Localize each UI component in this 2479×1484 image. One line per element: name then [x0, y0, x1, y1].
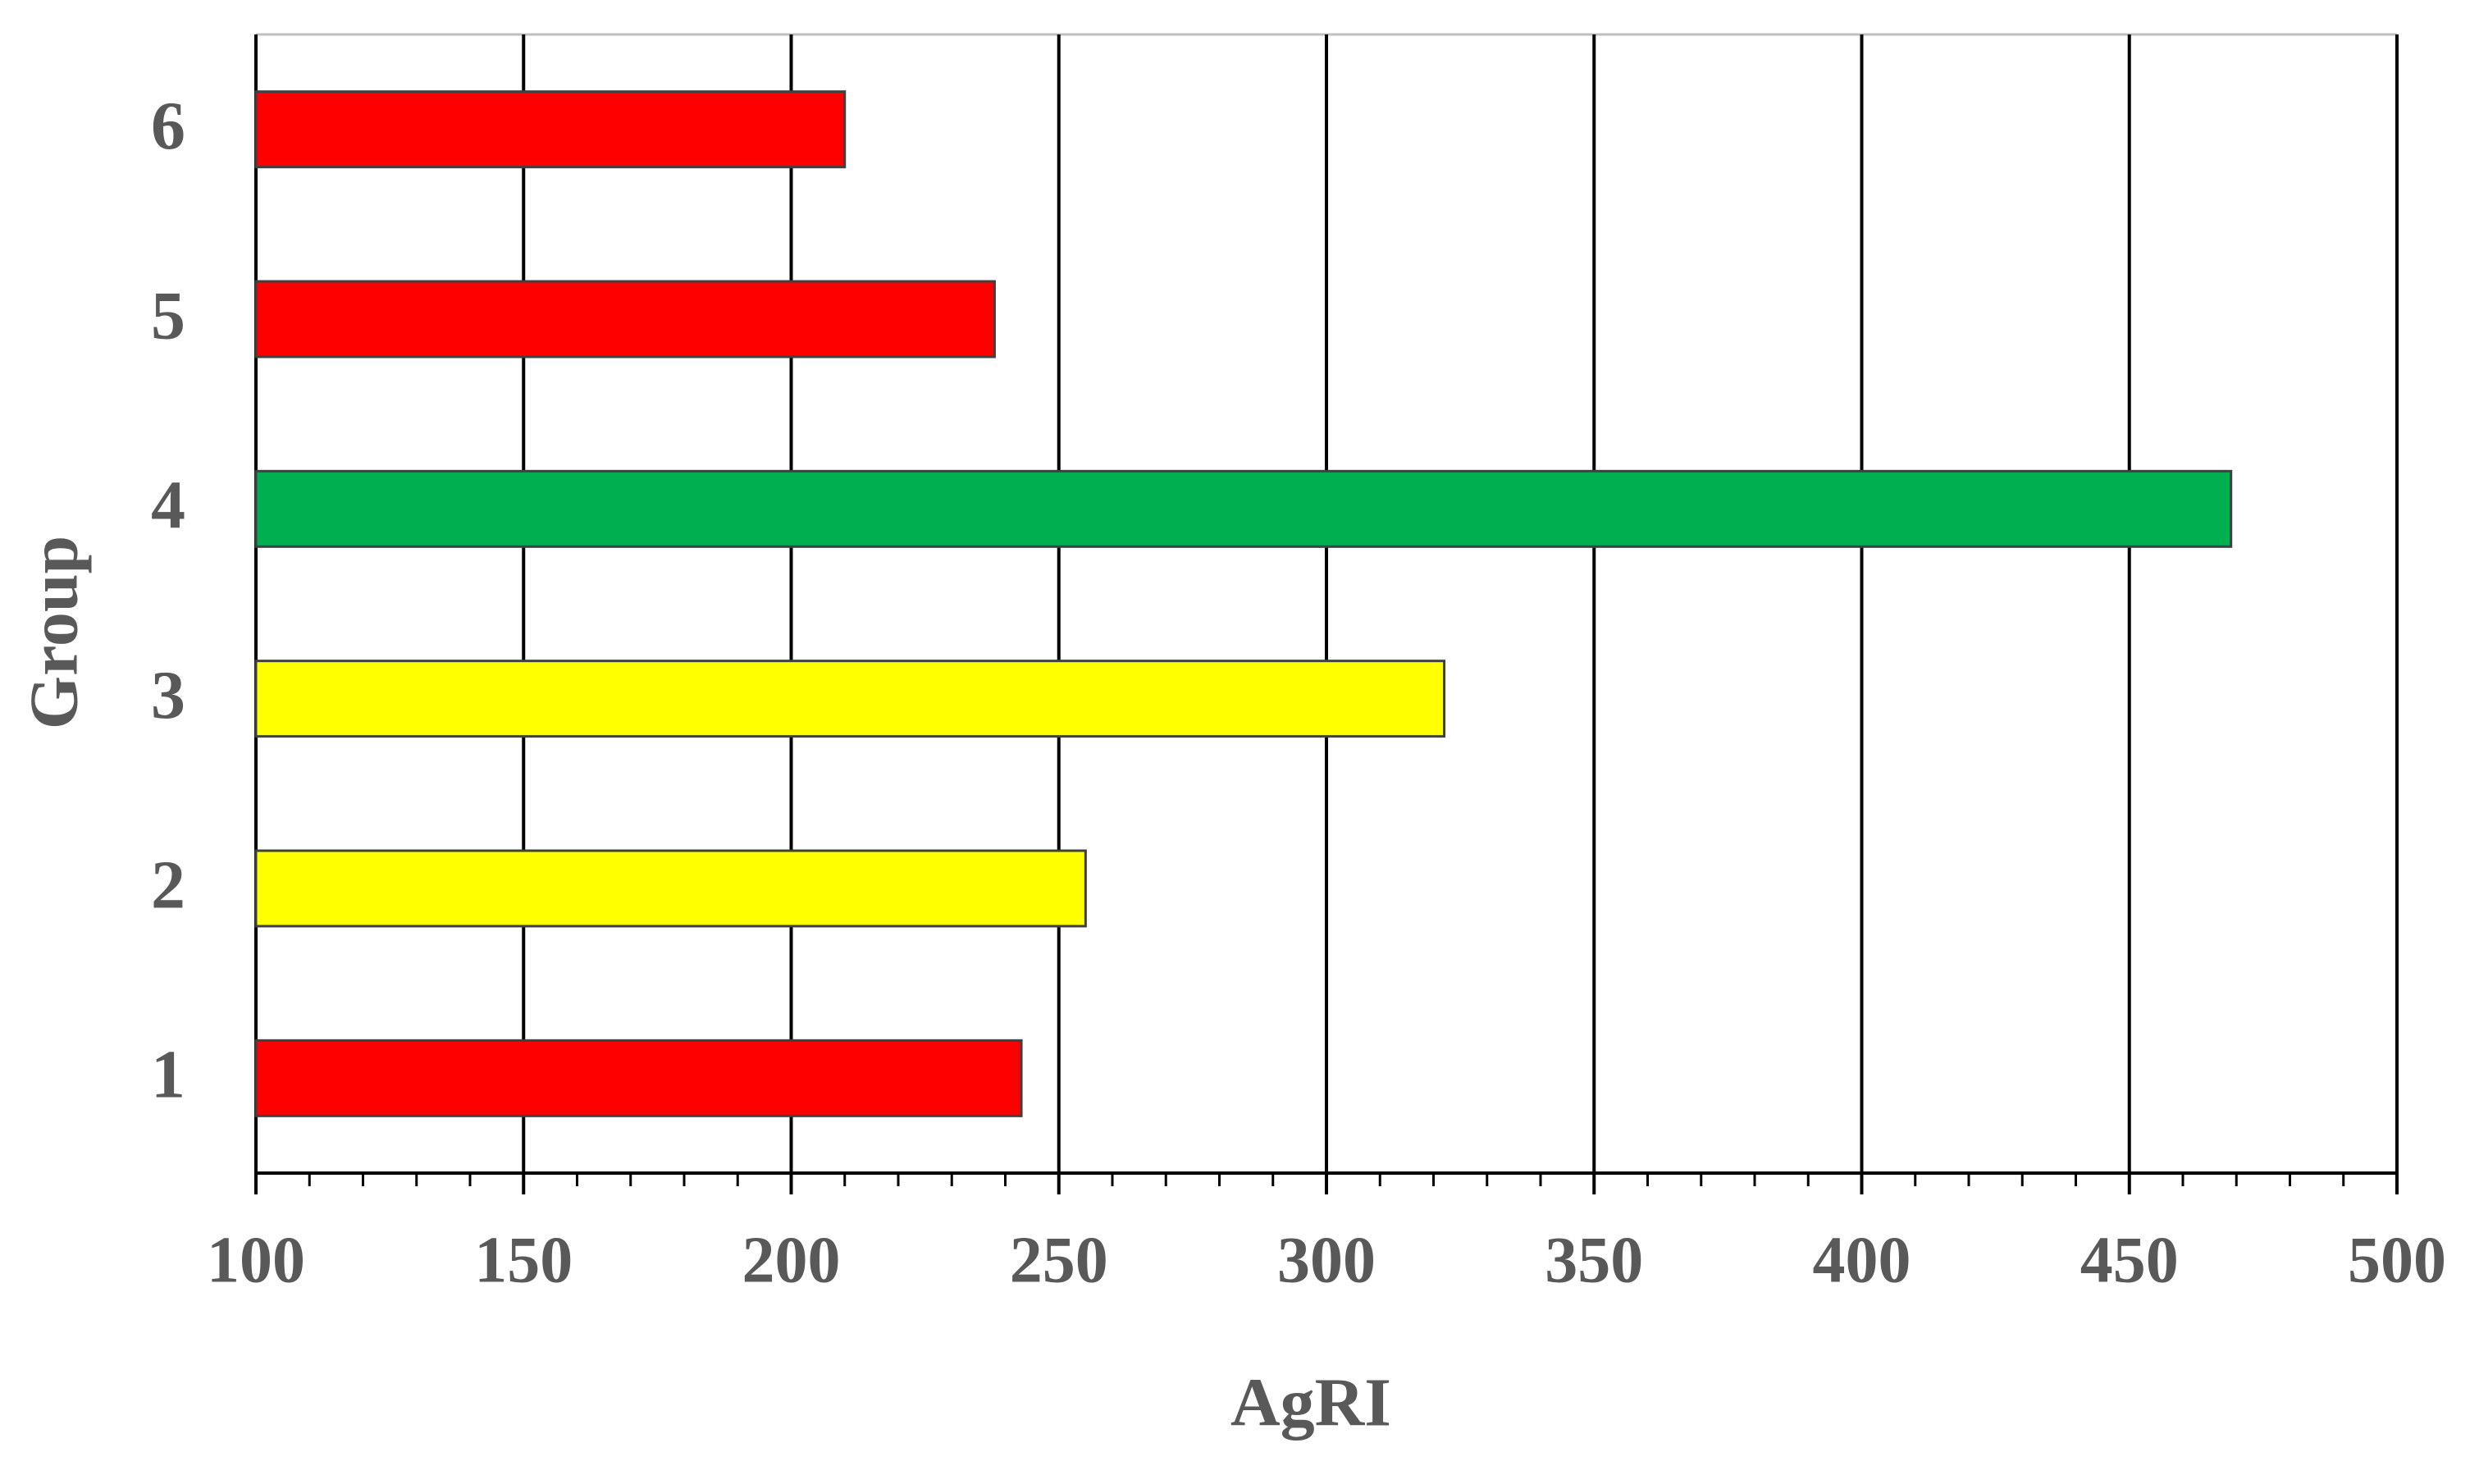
bar	[254, 280, 996, 358]
y-tick-label: 2	[151, 847, 185, 923]
y-tick-label: 3	[151, 657, 185, 733]
y-tick-label: 5	[151, 277, 185, 354]
x-tick-label: 250	[1010, 1224, 1108, 1296]
x-tick-label: 300	[1277, 1224, 1376, 1296]
y-tick-label: 6	[151, 88, 185, 164]
bar	[254, 660, 1446, 738]
bar	[254, 90, 847, 169]
x-tick-label: 500	[2348, 1224, 2446, 1296]
x-axis-label: AgRI	[1230, 1364, 1391, 1441]
bar	[254, 469, 2233, 548]
bar	[254, 1039, 1023, 1117]
x-tick-label: 150	[474, 1224, 573, 1296]
x-tick-label: 350	[1545, 1224, 1643, 1296]
x-tick-label: 200	[742, 1224, 841, 1296]
x-tick-label: 100	[207, 1224, 305, 1296]
bar	[254, 849, 1087, 928]
y-tick-label: 1	[151, 1037, 185, 1113]
x-tick-label: 400	[1813, 1224, 1911, 1296]
y-tick-label: 4	[151, 468, 185, 544]
y-axis-label: Group	[16, 536, 92, 730]
x-tick-label: 450	[2080, 1224, 2179, 1296]
